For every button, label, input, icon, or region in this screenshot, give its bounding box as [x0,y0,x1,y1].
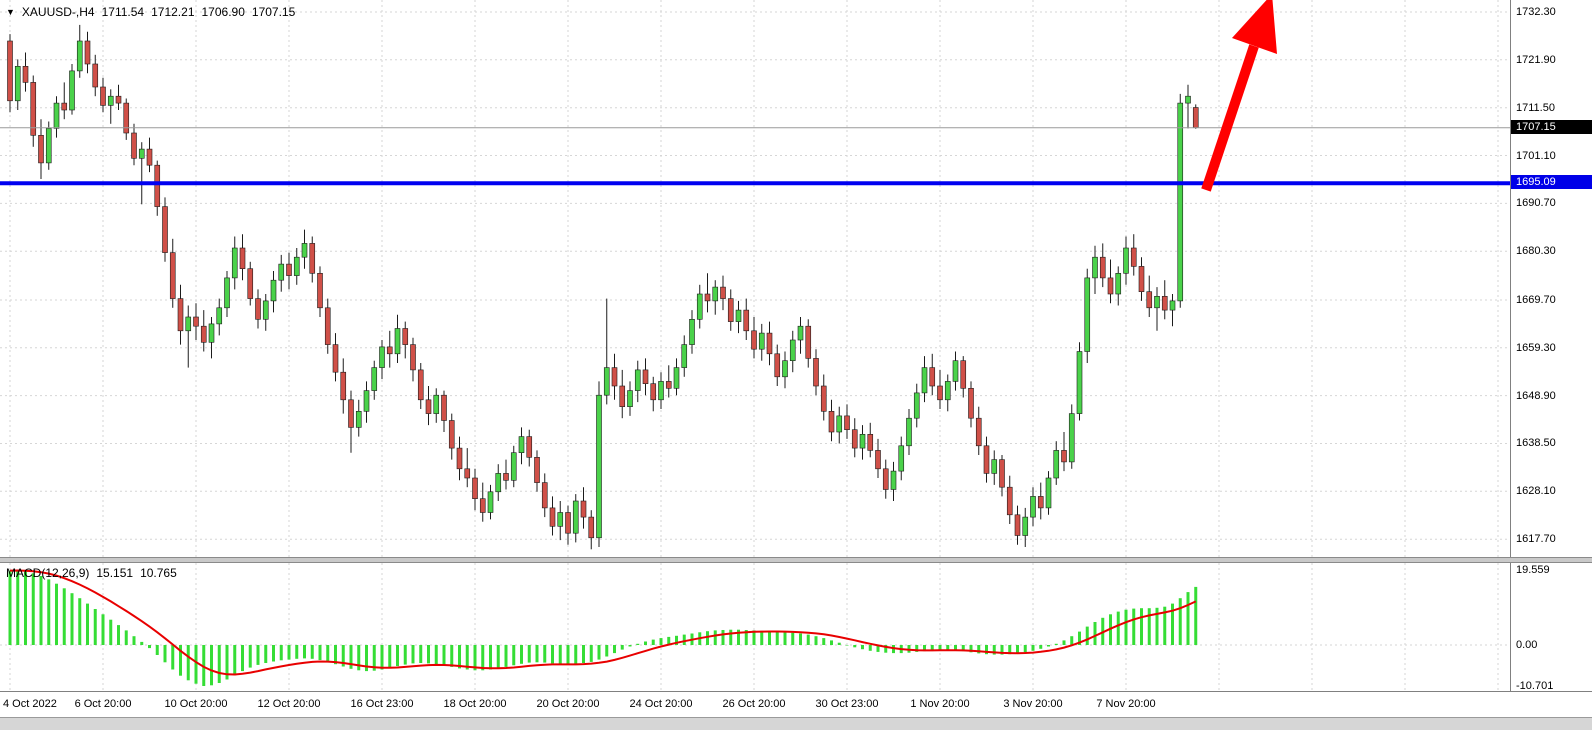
macd-main-value: 15.151 [96,566,134,580]
time-axis-label: 16 Oct 23:00 [350,698,414,710]
candles [7,24,1199,550]
macd-indicator-label: MACD(12,26,9) 15.151 10.765 [6,566,177,580]
time-axis-label: 4 Oct 2022 [3,698,57,710]
price-tick-label: 1648.90 [1516,390,1556,402]
price-tick-label: 1701.10 [1516,150,1556,162]
price-tick-label: 1711.50 [1516,102,1555,114]
time-axis-label: 24 Oct 20:00 [629,698,693,710]
price-tick-label: 1617.70 [1516,533,1556,545]
macd-signal-line [9,569,1197,676]
time-axis-label: 3 Nov 20:00 [1003,698,1063,710]
red-up-arrow-icon[interactable] [1201,0,1277,192]
macd-name: MACD(12,26,9) [6,566,90,580]
price-tick-label: 1628.10 [1516,485,1556,497]
ohlc-open: 1711.54 [101,5,145,19]
time-axis[interactable]: 4 Oct 2022 6 Oct 20:00 10 Oct 20:00 12 Oct … [0,691,1592,717]
time-axis-label: 18 Oct 20:00 [443,698,507,710]
ohlc-close: 1707.15 [251,5,296,19]
macd-histogram [8,570,1198,686]
macd-scale-max: 19.559 [1516,564,1550,576]
line-price-badge: 1695.09 [1511,175,1592,189]
symbol-info: ▼ XAUUSD-,H4 1711.54 1712.21 1706.90 170… [6,5,295,19]
panel-splitter[interactable] [0,557,1592,563]
time-axis-label: 10 Oct 20:00 [164,698,228,710]
time-axis-label: 12 Oct 20:00 [257,698,321,710]
time-axis-label: 26 Oct 20:00 [722,698,786,710]
time-axis-label: 30 Oct 23:00 [815,698,879,710]
time-axis-label: 7 Nov 20:00 [1096,698,1156,710]
macd-scale-min: -10.701 [1516,680,1554,692]
ohlc-high: 1712.21 [151,5,195,19]
price-tick-label: 1732.30 [1516,6,1556,18]
price-tick-label: 1659.30 [1516,342,1556,354]
ohlc-low: 1706.90 [201,5,245,19]
current-price-badge: 1707.15 [1511,120,1592,134]
macd-scale-zero: 0.00 [1516,639,1538,651]
time-axis-label: 6 Oct 20:00 [74,698,132,710]
price-tick-label: 1638.50 [1516,437,1556,449]
price-tick-label: 1690.70 [1516,197,1556,209]
chart-menu-icon[interactable]: ▼ [6,6,15,17]
symbol-timeframe-label: XAUUSD-,H4 [21,5,95,19]
price-tick-label: 1721.90 [1516,54,1556,66]
price-axis[interactable]: 1707.15 1695.09 19.559 0.00 -10.701 1732… [1510,0,1592,692]
price-tick-label: 1680.30 [1516,245,1556,257]
macd-signal-value: 10.765 [140,566,177,580]
time-axis-label: 20 Oct 20:00 [536,698,600,710]
price-tick-label: 1669.70 [1516,294,1556,306]
time-axis-label: 1 Nov 20:00 [910,698,970,710]
bottom-scrollbar[interactable] [0,717,1592,730]
